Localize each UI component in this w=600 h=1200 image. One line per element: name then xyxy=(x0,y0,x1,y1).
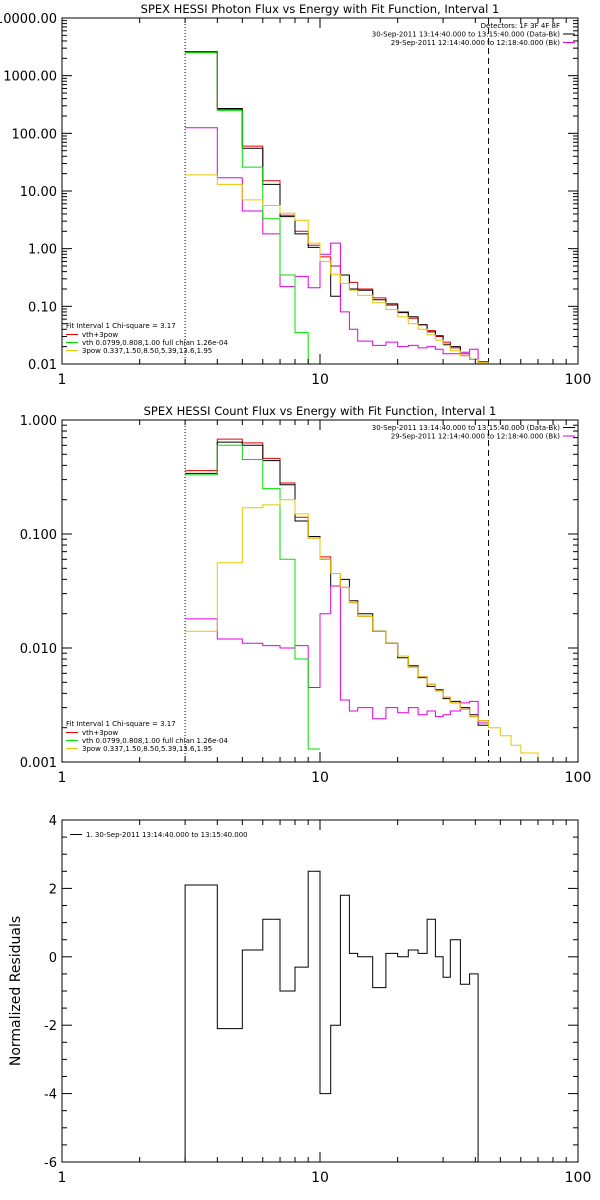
header-line: 29-Sep-2011 12:14:40.000 to 12:18:40.000… xyxy=(391,433,561,441)
y-tick-label: 1000.00 xyxy=(3,70,57,85)
legend-label: 1. 30-Sep-2011 13:14:40.000 to 13:15:40.… xyxy=(86,831,248,839)
chart-panel-3: 1 10 100 4 2 0 -2 -4 -6 Normalized Residuals 1. 30… xyxy=(8,814,591,1186)
series-line-2 xyxy=(185,441,489,726)
series-line-3 xyxy=(185,127,489,363)
y-tick-label: 4 xyxy=(49,814,57,829)
x-tick-label: 1 xyxy=(58,372,67,388)
series-line-4 xyxy=(185,52,320,364)
y-tick-label: 0.10 xyxy=(28,300,57,315)
y-tick-label: 0.01 xyxy=(28,358,57,373)
y-tick-label: 10000.00 xyxy=(0,12,57,27)
series-line-5 xyxy=(185,499,553,762)
series-group xyxy=(185,438,553,762)
series-group xyxy=(184,870,489,1162)
x-tick-label: 1 xyxy=(58,770,67,786)
y-tick-label: 0.001 xyxy=(20,756,57,771)
x-tick-label: 100 xyxy=(565,372,592,388)
x-tick-label: 100 xyxy=(565,1170,592,1186)
plot-frame xyxy=(61,419,579,763)
legend-label: vth 0.0799,0.808,1.00 full chian 1.26e-0… xyxy=(82,737,228,745)
legend-label: vth+3pow xyxy=(82,331,118,339)
fit-label: Fit Interval 1 Chi-square = 3.17 xyxy=(66,720,176,728)
y-tick-label: 10.00 xyxy=(20,185,57,200)
chart-title: SPEX HESSI Count Flux vs Energy with Fit… xyxy=(144,404,497,418)
x-tick-label: 100 xyxy=(565,770,592,786)
y-tick-label: 100.00 xyxy=(12,127,58,142)
x-tick-label: 1 xyxy=(58,1170,67,1186)
legend-label: vth 0.0799,0.808,1.00 full chian 1.26e-0… xyxy=(82,339,228,347)
series-line-2 xyxy=(185,51,489,363)
x-tick-label: 10 xyxy=(311,372,329,388)
plot-frame xyxy=(61,17,579,365)
fit-label: Fit Interval 1 Chi-square = 3.17 xyxy=(66,322,176,330)
y-tick-label: 0.010 xyxy=(20,642,57,657)
series-line-5 xyxy=(185,174,501,364)
y-tick-label: -2 xyxy=(44,1019,57,1034)
x-tick-label: 10 xyxy=(311,770,329,786)
header-line: 29-Sep-2011 12:14:40.000 to 12:18:40.000… xyxy=(391,39,561,47)
series-line-4 xyxy=(185,444,320,750)
y-tick-label: 2 xyxy=(49,882,57,897)
series-group xyxy=(185,51,501,364)
legend-label: vth+3pow xyxy=(82,729,118,737)
series-line-1 xyxy=(185,438,489,722)
x-tick-label: 10 xyxy=(311,1170,329,1186)
header-line: Detectors: 1F 3F 4F 8F xyxy=(481,22,560,30)
series-line-1 xyxy=(184,870,489,1162)
y-tick-label: 0 xyxy=(49,951,57,966)
y-tick-label: 1.00 xyxy=(28,243,57,258)
chart-panel-2: SPEX HESSI Count Flux vs Energy with Fit… xyxy=(20,404,592,786)
legend-label: 3pow 0.337,1.50,8.50,5.39,13.6,1.95 xyxy=(82,745,212,753)
series-line-1 xyxy=(185,52,489,364)
y-axis-label: Normalized Residuals xyxy=(8,916,24,1066)
chart-panel-1: SPEX HESSI Photon Flux vs Energy with Fi… xyxy=(0,2,591,388)
legend-label: 3pow 0.337,1.50,8.50,5.39,13.6,1.95 xyxy=(82,347,212,355)
chart-title: SPEX HESSI Photon Flux vs Energy with Fi… xyxy=(141,2,500,16)
header-line: 30-Sep-2011 13:14:40.000 to 13:15:40.000… xyxy=(372,424,561,432)
y-tick-label: 1.000 xyxy=(20,414,57,429)
header-line: 30-Sep-2011 13:14:40.000 to 13:15:40.000… xyxy=(372,31,561,39)
y-tick-label: -4 xyxy=(44,1088,57,1103)
series-line-3 xyxy=(185,585,489,724)
y-tick-label: -6 xyxy=(44,1156,57,1171)
y-tick-label: 0.100 xyxy=(20,528,57,543)
